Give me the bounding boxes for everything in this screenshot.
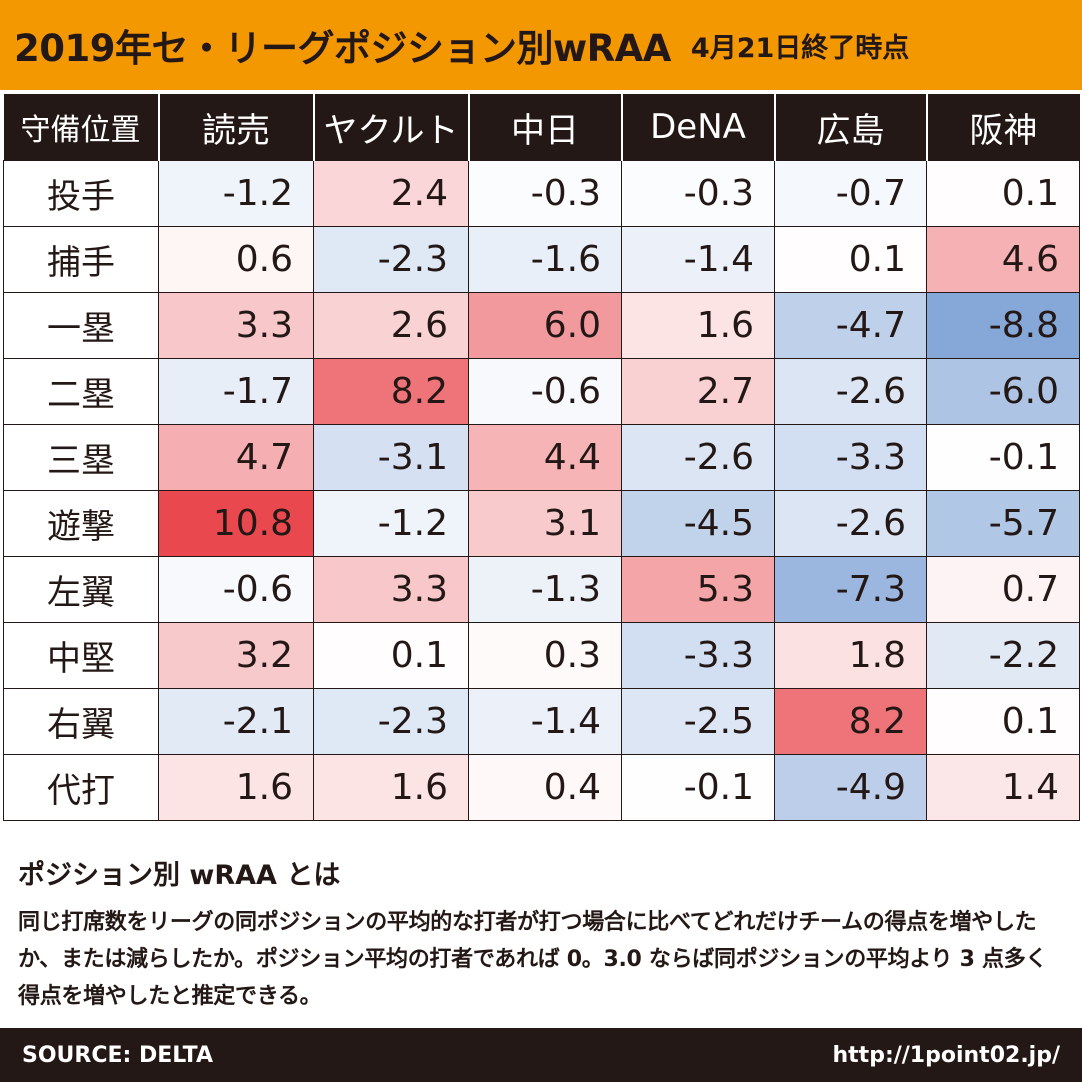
table-row: 捕手 0.6 -2.3 -1.6 -1.4 0.1 4.6 (3, 226, 1080, 293)
row-label: 代打 (3, 754, 159, 821)
table-row: 一塁 3.3 2.6 6.0 1.6 -4.7 -8.8 (3, 292, 1080, 359)
heatmap-cell: 1.6 (313, 754, 469, 821)
heatmap-cell: -1.4 (468, 688, 622, 755)
heatmap-cell: 0.1 (774, 226, 927, 293)
heatmap-cell: -2.3 (313, 688, 469, 755)
heatmap-cell: -0.1 (621, 754, 775, 821)
source-url: http://1point02.jp/ (832, 1042, 1061, 1068)
table-row: 代打 1.6 1.6 0.4 -0.1 -4.9 1.4 (3, 754, 1080, 821)
heatmap-cell: -0.1 (926, 424, 1080, 491)
table-row: 三塁 4.7 -3.1 4.4 -2.6 -3.3 -0.1 (3, 424, 1080, 491)
heatmap-cell: -0.3 (468, 160, 622, 227)
row-label: 遊撃 (3, 490, 159, 557)
table-row: 遊撃 10.8 -1.2 3.1 -4.5 -2.6 -5.7 (3, 490, 1080, 557)
column-header: 広島 (773, 94, 927, 161)
row-label: 投手 (3, 160, 159, 227)
heatmap-cell: -2.6 (774, 358, 927, 425)
heatmap-cell: 1.6 (158, 754, 314, 821)
table-row: 中堅 3.2 0.1 0.3 -3.3 1.8 -2.2 (3, 622, 1080, 689)
column-header: 中日 (467, 94, 622, 161)
description-block: ポジション別 wRAA とは 同じ打席数をリーグの同ポジションの平均的な打者が打… (18, 853, 1068, 1015)
chart-subtitle: 4月21日終了時点 (690, 32, 910, 64)
heatmap-cell: -2.6 (774, 490, 927, 557)
heatmap-cell: -4.9 (774, 754, 927, 821)
heatmap-cell: 3.3 (313, 556, 469, 623)
heatmap-cell: -1.2 (313, 490, 469, 557)
heatmap-cell: -0.7 (774, 160, 927, 227)
heatmap-cell: 0.4 (468, 754, 622, 821)
heatmap-cell: 5.3 (621, 556, 775, 623)
row-label: 左翼 (3, 556, 159, 623)
heatmap-cell: -2.1 (158, 688, 314, 755)
heatmap-cell: 6.0 (468, 292, 622, 359)
heatmap-cell: 0.1 (926, 160, 1080, 227)
heatmap-cell: -2.5 (621, 688, 775, 755)
heatmap-cell: 4.7 (158, 424, 314, 491)
heatmap-cell: -1.3 (468, 556, 622, 623)
heatmap-cell: 3.2 (158, 622, 314, 689)
row-label: 一塁 (3, 292, 159, 359)
heatmap-cell: 2.6 (313, 292, 469, 359)
heatmap-cell: -3.1 (313, 424, 469, 491)
heatmap-cell: -1.7 (158, 358, 314, 425)
heatmap-cell: -1.6 (468, 226, 622, 293)
heatmap-cell: 1.6 (621, 292, 775, 359)
column-header: 阪神 (925, 94, 1080, 161)
heatmap-cell: 0.7 (926, 556, 1080, 623)
heatmap-cell: -7.3 (774, 556, 927, 623)
table-body: 投手 -1.2 2.4 -0.3 -0.3 -0.7 0.1 捕手 0.6 -2.3 -1.6 -1.… (3, 160, 1080, 821)
heatmap-cell: -0.3 (621, 160, 775, 227)
footer-bar: SOURCE: DELTA http://1point02.jp/ (0, 1028, 1082, 1082)
row-label: 捕手 (3, 226, 159, 293)
heatmap-cell: 0.6 (158, 226, 314, 293)
title-bar: 2019年セ・リーグポジション別wRAA 4月21日終了時点 (0, 0, 1082, 90)
heatmap-cell: -3.3 (774, 424, 927, 491)
column-header: ヤクルト (312, 94, 469, 161)
heatmap-cell: 3.1 (468, 490, 622, 557)
chart-title: 2019年セ・リーグポジション別wRAA (14, 27, 671, 70)
heatmap-cell: -2.3 (313, 226, 469, 293)
heatmap-cell: -4.5 (621, 490, 775, 557)
heatmap-cell: 2.7 (621, 358, 775, 425)
heatmap-cell: 3.3 (158, 292, 314, 359)
heatmap-cell: 8.2 (774, 688, 927, 755)
heatmap-cell: 4.4 (468, 424, 622, 491)
heatmap-cell: -1.2 (158, 160, 314, 227)
heatmap-cell: -0.6 (158, 556, 314, 623)
heatmap-cell: -1.4 (621, 226, 775, 293)
heatmap-cell: -3.3 (621, 622, 775, 689)
description-body: 同じ打席数をリーグの同ポジションの平均的な打者が打つ場合に比べてどれだけチームの… (18, 910, 1048, 1009)
heatmap-cell: 0.1 (926, 688, 1080, 755)
row-label: 右翼 (3, 688, 159, 755)
row-label: 二塁 (3, 358, 159, 425)
heatmap-cell: -2.2 (926, 622, 1080, 689)
table-row: 二塁 -1.7 8.2 -0.6 2.7 -2.6 -6.0 (3, 358, 1080, 425)
heatmap-cell: 8.2 (313, 358, 469, 425)
table-row: 左翼 -0.6 3.3 -1.3 5.3 -7.3 0.7 (3, 556, 1080, 623)
row-header-label: 守備位置 (3, 94, 159, 161)
heatmap-cell: -6.0 (926, 358, 1080, 425)
heatmap-cell: 2.4 (313, 160, 469, 227)
column-header: DeNA (620, 94, 775, 161)
table-row: 右翼 -2.1 -2.3 -1.4 -2.5 8.2 0.1 (3, 688, 1080, 755)
wraa-heatmap-table: 守備位置 読売 ヤクルト 中日 DeNA 広島 阪神 投手 -1.2 2.4 -0.3 -0.3-… (3, 94, 1080, 821)
heatmap-cell: 1.4 (926, 754, 1080, 821)
heatmap-cell: -5.7 (926, 490, 1080, 557)
description-heading: ポジション別 wRAA とは (18, 860, 341, 891)
heatmap-cell: -4.7 (774, 292, 927, 359)
heatmap-cell: 10.8 (158, 490, 314, 557)
table-header-row: 守備位置 読売 ヤクルト 中日 DeNA 広島 阪神 (3, 94, 1080, 161)
table-row: 投手 -1.2 2.4 -0.3 -0.3 -0.7 0.1 (3, 160, 1080, 227)
heatmap-cell: 1.8 (774, 622, 927, 689)
heatmap-cell: 4.6 (926, 226, 1080, 293)
row-label: 中堅 (3, 622, 159, 689)
heatmap-cell: -8.8 (926, 292, 1080, 359)
column-header: 読売 (157, 94, 314, 161)
row-label: 三塁 (3, 424, 159, 491)
source-label: SOURCE: DELTA (22, 1042, 213, 1068)
heatmap-cell: 0.1 (313, 622, 469, 689)
heatmap-cell: 0.3 (468, 622, 622, 689)
heatmap-cell: -0.6 (468, 358, 622, 425)
heatmap-cell: -2.6 (621, 424, 775, 491)
